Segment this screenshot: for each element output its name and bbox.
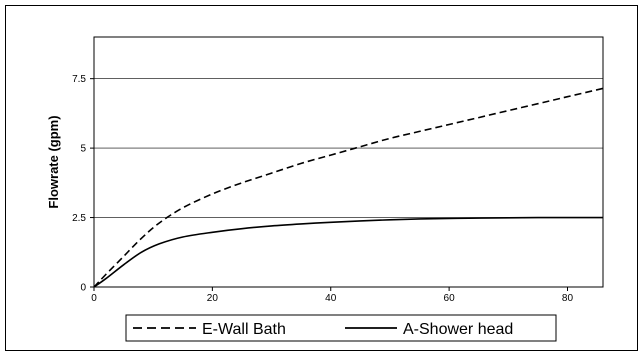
- y-tick-label-0: 0: [80, 283, 86, 294]
- legend-label-0: E-Wall Bath: [202, 321, 286, 338]
- plot-area: [93, 36, 604, 288]
- y-axis-label: Flowrate (gpm): [46, 115, 61, 208]
- series-line-1: [93, 216, 603, 288]
- legend-label-1: A-Shower head: [403, 321, 513, 338]
- legend-box: [125, 314, 557, 342]
- y-tick-label-3: 7.5: [72, 74, 86, 85]
- x-tick-label-0: 0: [91, 293, 97, 304]
- y-axis: 0 2.5 5 7.5: [72, 74, 94, 294]
- x-tick-label-1: 20: [207, 293, 219, 304]
- x-tick-label-2: 40: [325, 293, 337, 304]
- series-lines: [93, 87, 604, 288]
- y-tick-label-2: 5: [80, 144, 86, 155]
- legend: E-Wall Bath A-Shower head: [125, 314, 557, 342]
- series-line-0: [93, 87, 604, 288]
- x-tick-label-4: 80: [562, 293, 574, 304]
- x-tick-label-3: 60: [444, 293, 456, 304]
- y-tick-label-1: 2.5: [72, 213, 86, 224]
- gridlines: [94, 78, 603, 218]
- chart-frame: [5, 5, 638, 351]
- x-axis: 0 20 40 60 80: [91, 287, 573, 304]
